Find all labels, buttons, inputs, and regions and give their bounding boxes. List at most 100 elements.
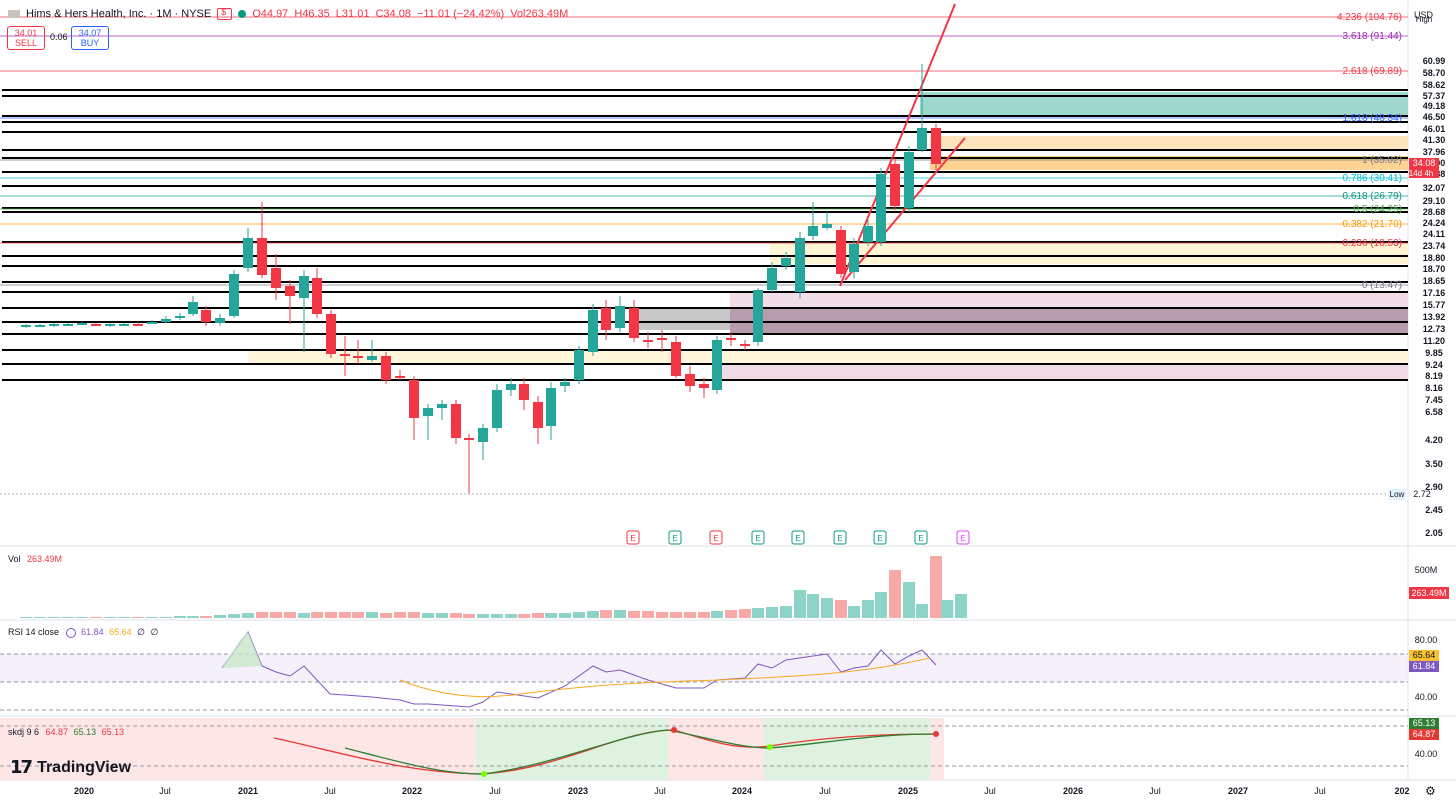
price-axis-label: 2.45 (1425, 505, 1443, 515)
volume-bar (256, 612, 268, 618)
time-axis-label: Jul (819, 786, 831, 796)
candle-body (822, 224, 832, 228)
volume-bar (270, 612, 282, 618)
skdj-cross-marker (481, 771, 487, 777)
brand-name: TradingView (37, 758, 132, 776)
volume-pane-title: Vol 263.49M (8, 554, 62, 564)
volume-bar (875, 592, 887, 618)
volume-bar (20, 617, 32, 618)
volume-bar (477, 614, 489, 618)
skdj-j-value: 65.13 (101, 727, 125, 737)
rsi-value: 61.84 (81, 627, 104, 637)
volume-bar (725, 610, 737, 618)
time-axis-label: 202 (1394, 786, 1410, 796)
rsi-pane-title: RSI 14 close 61.84 65.64 ∅ ∅ (8, 627, 158, 638)
price-axis-label: 29.10 (1423, 196, 1446, 206)
volume-bar (642, 611, 654, 618)
volume-bar (532, 613, 544, 618)
price-axis-label: 57.37 (1423, 91, 1446, 101)
high-value: H46.35 (294, 8, 330, 20)
volume-badge-bg (1409, 587, 1449, 599)
candle-body (767, 268, 777, 290)
volume-bar (408, 612, 420, 618)
candle-body (175, 316, 185, 318)
candle-body (312, 278, 322, 314)
volume-bar (848, 606, 860, 618)
volume-bar (807, 594, 819, 618)
volume-badge: 263.49M (1411, 588, 1446, 598)
volume-value: Vol263.49M (510, 8, 569, 20)
earnings-marker-label: E (755, 534, 760, 543)
volume-bar (739, 609, 751, 618)
volume-bar (752, 608, 764, 618)
fib-level-label: 4.236 (104.76) (1337, 12, 1402, 23)
volume-bar (380, 613, 392, 618)
candle-body (451, 404, 461, 438)
volume-bar (160, 617, 172, 618)
candle-body (795, 238, 805, 292)
candle-body (147, 322, 157, 324)
price-axis-label: 11.20 (1423, 336, 1445, 346)
candle-body (849, 244, 859, 272)
candle-body (863, 226, 873, 242)
sell-button[interactable]: 34.01 SELL (7, 26, 45, 50)
price-axis-label: 18.70 (1423, 264, 1446, 274)
candle-body (229, 274, 239, 316)
candle-body (671, 342, 681, 376)
candle-body (712, 340, 722, 390)
price-axis-label: 60.99 (1423, 56, 1446, 66)
candle-body (615, 306, 625, 328)
earnings-marker (956, 530, 970, 545)
low-label-bg (1388, 489, 1406, 500)
earnings-marker (709, 530, 723, 545)
candle-body (395, 376, 405, 378)
earnings-marker-label: E (672, 534, 677, 543)
skdj-bull-zone (764, 718, 930, 780)
zone-box (730, 292, 1408, 308)
volume-bar (174, 616, 186, 618)
fib-level-label: 1 (35.02) (1362, 155, 1402, 166)
volume-bar (559, 613, 571, 618)
buy-button[interactable]: 34.07 BUY (71, 26, 109, 50)
company-logo-icon (8, 10, 20, 18)
volume-title: Vol (8, 554, 21, 564)
volume-bar (228, 614, 240, 618)
candle-body (699, 384, 709, 388)
candle-body (243, 238, 253, 268)
candle-body (876, 174, 886, 242)
rsi-ma-value: 65.64 (109, 627, 132, 637)
fib-level-label: 0.786 (30.41) (1343, 173, 1403, 184)
currency-pill-icon[interactable] (217, 7, 233, 20)
earnings-marker (791, 530, 805, 545)
price-axis-label: 58.62 (1423, 80, 1446, 90)
volume-current: 263.49M (27, 554, 63, 564)
volume-bar (325, 612, 337, 618)
symbol-title[interactable]: Hims & Hers Health, Inc. · 1M · NYSE (26, 8, 212, 20)
rsi-settings-icon[interactable] (65, 627, 76, 638)
settings-gear-icon[interactable]: ⚙ (1425, 784, 1436, 798)
earnings-marker (873, 530, 887, 545)
volume-bar (463, 614, 475, 618)
candle-body (836, 230, 846, 274)
volume-bar (656, 612, 668, 618)
skdj-title: skdj 9 6 (8, 727, 40, 737)
candle-body (931, 128, 941, 164)
rsi-ma-line (399, 657, 931, 698)
candle-body (890, 164, 900, 206)
fib-level-label: 3.618 (91.44) (1343, 31, 1403, 42)
price-axis-label: 8.16 (1425, 383, 1443, 393)
currency-label[interactable]: USD (1414, 10, 1434, 20)
volume-axis-label: 500M (1415, 565, 1438, 575)
volume-bar (311, 612, 323, 618)
volume-bar (573, 612, 585, 618)
rsi-axis-label: 80.00 (1415, 635, 1438, 645)
volume-bar (339, 612, 351, 618)
change-value: −11.01 (−24.42%) (416, 8, 505, 20)
tradingview-logo[interactable]: 𝟭𝟳 TradingView (10, 757, 131, 778)
earnings-marker (914, 530, 928, 545)
price-axis-label: 46.01 (1423, 124, 1446, 134)
earnings-marker (668, 530, 682, 545)
candle-body (917, 128, 927, 150)
trend-line (839, 3, 956, 287)
